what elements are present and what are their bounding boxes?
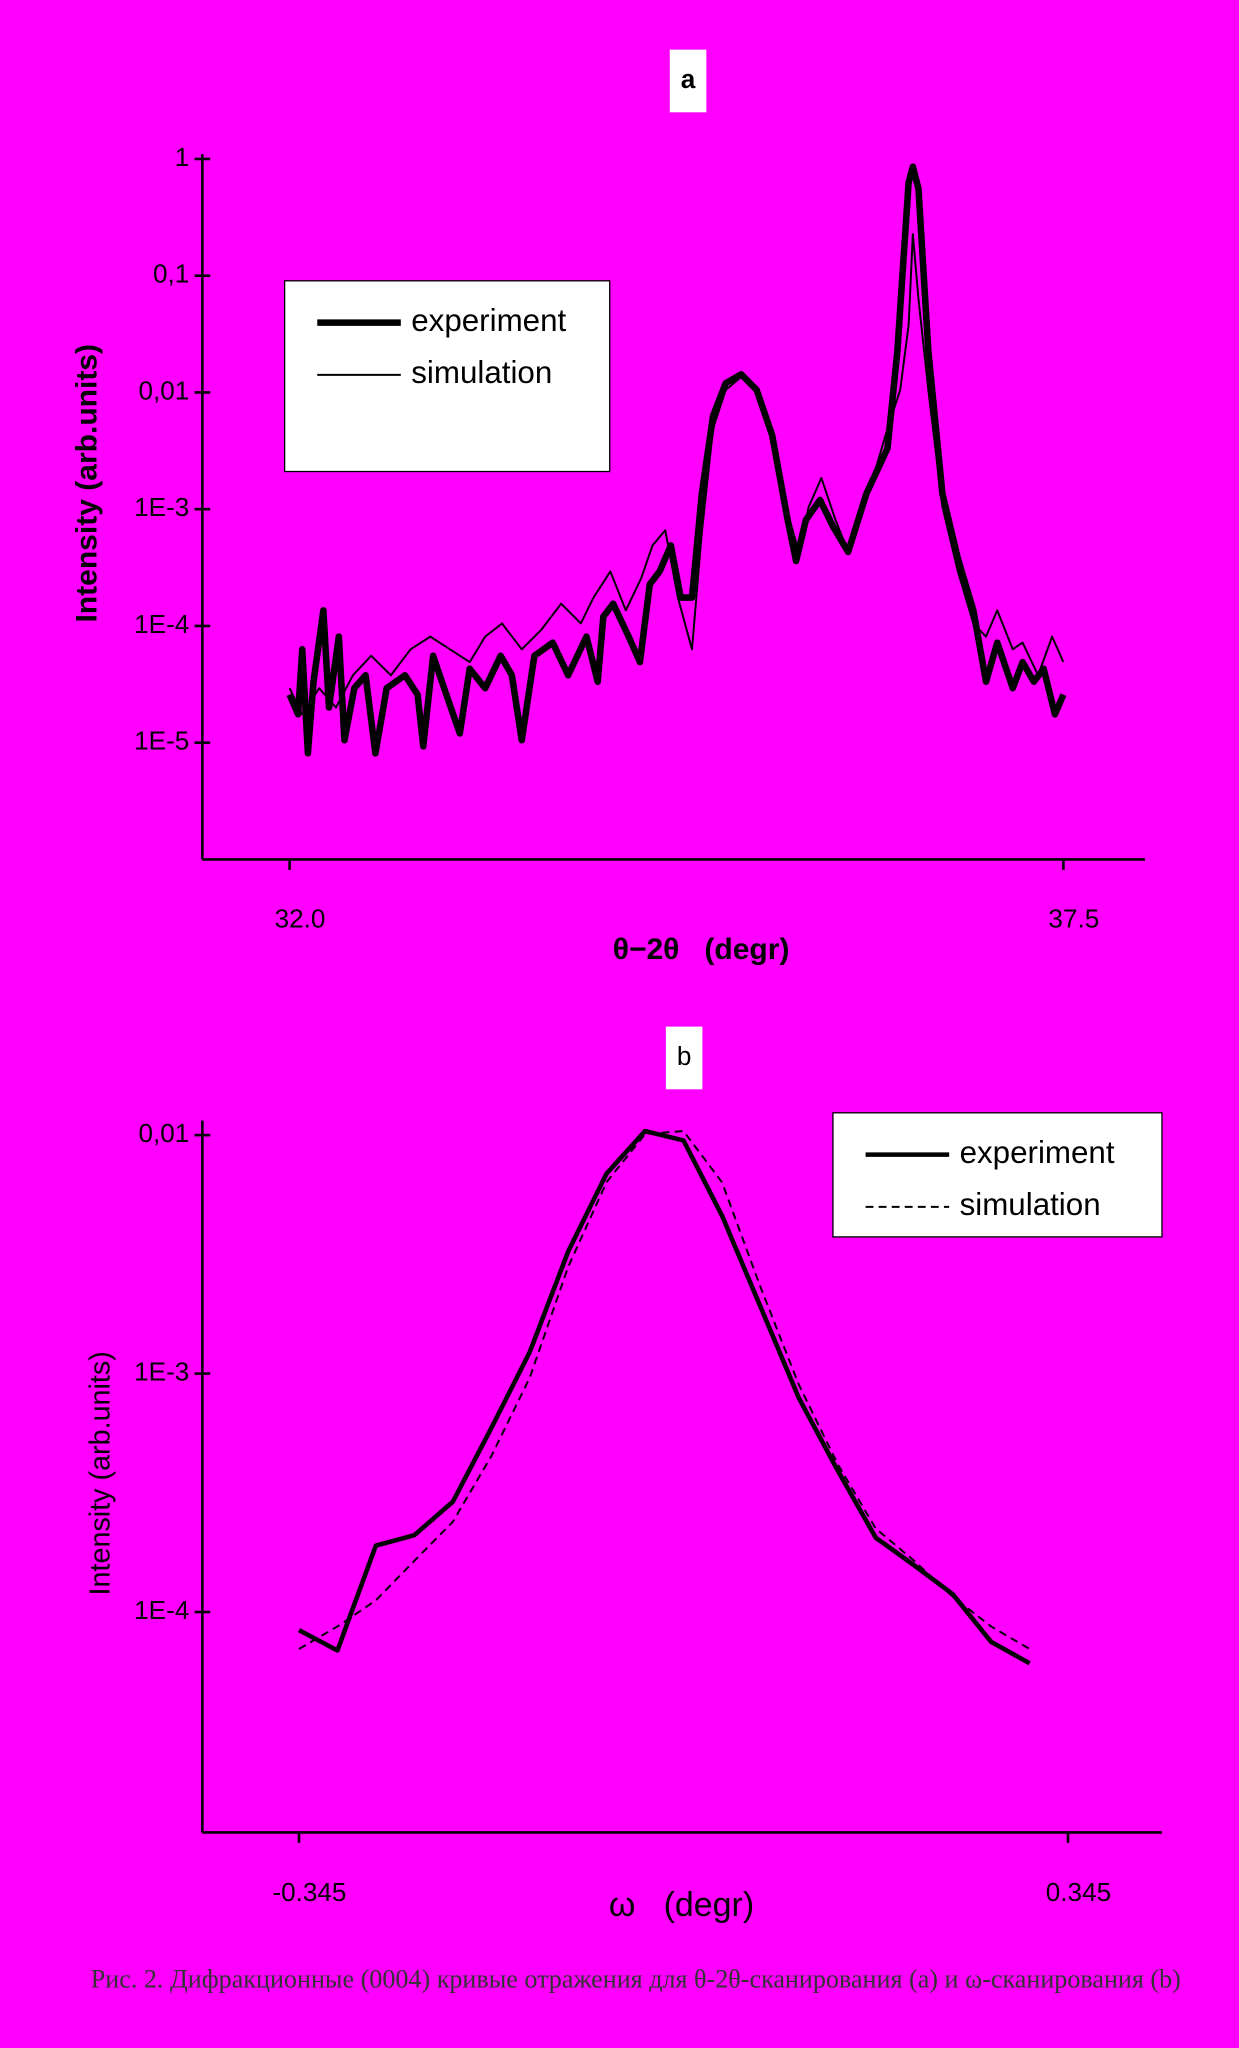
y-tick-label: 0,1 — [153, 259, 189, 289]
x-axis-label: ω (degr) — [609, 1886, 754, 1924]
chart: b 0,01 1E-3 1E-4 -0.345 0.345 ω (degr) Intensit… — [84, 1026, 1163, 1924]
legend-box — [283, 280, 611, 473]
y-axis-label: Intensity (arb.units) — [71, 344, 104, 623]
x-tick-label: 0.345 — [1046, 1877, 1111, 1907]
y-tick-label: 1E-3 — [134, 492, 189, 522]
legend-box — [832, 1112, 1163, 1238]
title-box — [669, 49, 707, 113]
legend-label: simulation — [411, 355, 552, 390]
chart: a 1 0,1 0,01 1E-3 1E-4 1E-5 32.0 37.5 θ−2θ (degr)… — [71, 49, 1145, 966]
legend-label: experiment — [411, 303, 566, 338]
legend-label: simulation — [960, 1187, 1101, 1222]
y-tick-label: 0,01 — [138, 1118, 189, 1148]
x-tick-label: 32.0 — [275, 904, 326, 934]
y-tick-label: 1E-4 — [134, 609, 189, 639]
series-line — [298, 1130, 1031, 1650]
chart-title: a — [681, 64, 696, 94]
title-box — [665, 1026, 703, 1090]
y-tick-label: 1E-3 — [134, 1356, 189, 1386]
caption: Рис. 2. Дифракционные (0004) кривые отра… — [91, 1964, 1181, 1993]
series-line — [288, 233, 1065, 716]
chart-title: b — [677, 1041, 692, 1071]
x-tick-label: -0.345 — [272, 1877, 346, 1907]
y-tick-label: 1E-5 — [134, 726, 189, 756]
legend-label: experiment — [960, 1135, 1115, 1170]
series-line — [286, 163, 1067, 757]
y-axis-label: Intensity (arb.units) — [84, 1351, 116, 1595]
series-line — [297, 1128, 1031, 1666]
x-tick-label: 37.5 — [1048, 904, 1099, 934]
y-tick-label: 0,01 — [138, 375, 189, 405]
y-tick-label: 1E-4 — [134, 1595, 189, 1625]
x-axis-label: θ−2θ (degr) — [613, 933, 790, 966]
y-tick-label: 1 — [175, 142, 190, 172]
